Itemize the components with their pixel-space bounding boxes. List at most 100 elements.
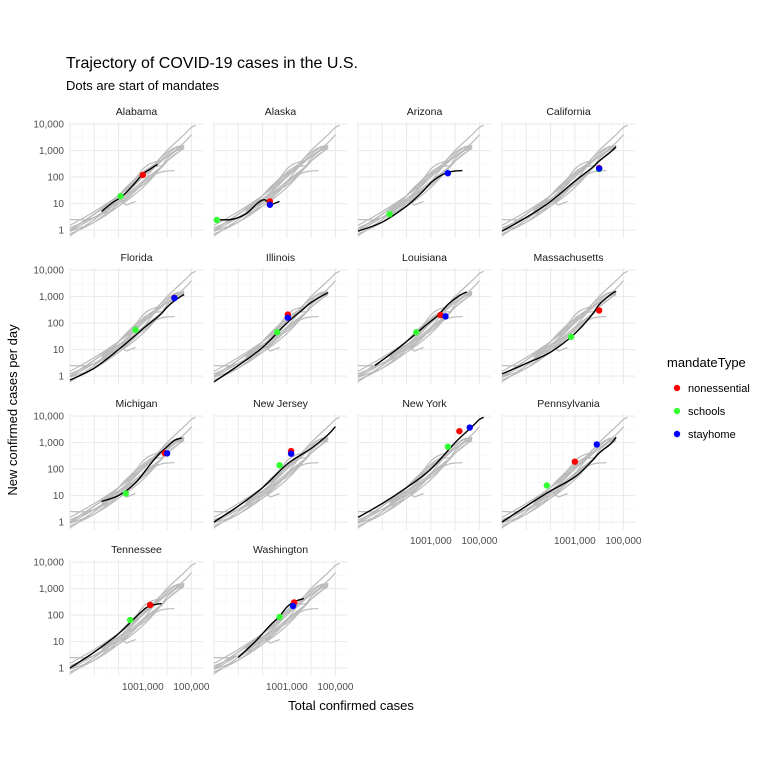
legend-key-schools <box>673 407 681 415</box>
mandate-point-nonessential <box>437 311 444 319</box>
panel-new-jersey: New Jersey <box>213 398 347 530</box>
panel-title-california: California <box>546 106 591 118</box>
mandate-point-schools <box>126 616 134 624</box>
background-line-new-york <box>357 270 484 372</box>
panel-alabama: Alabama 1 10 100 1,000 10,000 <box>33 106 203 238</box>
background-line-new-york <box>357 124 484 226</box>
background-line-tennessee <box>357 457 450 523</box>
series-line-pennsylvania <box>501 436 617 523</box>
y-tick-label: 10,000 <box>33 120 64 131</box>
series-line-arizona <box>357 169 463 232</box>
panel-new-york: New York 1001,000 100,000 <box>357 398 498 547</box>
panel-florida: Florida 1 10 100 1,000 10,000 <box>33 252 203 384</box>
x-tick-label: 1001,000 <box>410 536 452 547</box>
background-line-washington <box>93 306 160 366</box>
mandate-point-stayhome <box>466 424 473 431</box>
y-tick-label: 100 <box>47 319 64 330</box>
background-line-new-york <box>69 270 196 372</box>
background-line-washington <box>525 160 592 220</box>
legend: mandateType nonessential schools stayhome <box>667 355 750 441</box>
y-tick-label: 10 <box>53 491 65 502</box>
y-tick-label: 10,000 <box>33 412 64 423</box>
y-tick-label: 10,000 <box>33 266 64 277</box>
background-line-massachusetts <box>69 436 185 521</box>
background-line-massachusetts <box>213 436 329 521</box>
y-tick-label: 10 <box>53 637 65 648</box>
mandate-point-schools <box>117 192 124 200</box>
panel-title-alabama: Alabama <box>116 106 158 118</box>
x-tick-label: 100,000 <box>605 536 642 547</box>
panel-pennsylvania: Pennsylvania 1001,000 100,000 <box>501 398 642 547</box>
background-line-washington <box>237 306 304 366</box>
mandate-point-schools <box>122 490 130 497</box>
mandate-point-schools <box>276 461 283 469</box>
background-line-washington <box>525 306 592 366</box>
y-tick-label: 1,000 <box>39 292 64 303</box>
background-line-massachusetts <box>213 582 329 667</box>
legend-label-schools: schools <box>688 406 726 418</box>
mandate-point-stayhome <box>442 313 449 320</box>
series-line-illinois <box>213 292 329 383</box>
chart-subtitle: Dots are start of mandates <box>66 78 220 93</box>
x-tick-label: 1001,000 <box>266 682 308 693</box>
y-tick-label: 1 <box>58 518 64 529</box>
series-line-california <box>501 146 617 232</box>
x-tick-label: 1001,000 <box>122 682 164 693</box>
panel-illinois: Illinois <box>213 252 347 384</box>
mandate-point-nonessential <box>571 458 579 465</box>
panel-massachusetts: Massachusetts <box>501 252 635 384</box>
background-line-massachusetts <box>357 144 473 229</box>
mandate-point-stayhome <box>171 294 178 302</box>
series-line-new-jersey <box>213 426 336 523</box>
background-line-new-york <box>213 562 340 664</box>
panel-california: California <box>501 106 635 238</box>
background-line-massachusetts <box>213 290 329 375</box>
y-tick-label: 1,000 <box>39 438 64 449</box>
background-line-new-york <box>69 416 196 518</box>
y-axis-title: New confirmed cases per day <box>5 324 20 496</box>
series-line-alabama <box>101 163 158 213</box>
panel-michigan: Michigan 1 10 100 1,000 10,000 <box>33 398 203 530</box>
mandate-point-nonessential <box>456 427 463 435</box>
y-tick-label: 100 <box>47 173 64 184</box>
panel-arizona: Arizona <box>357 106 491 238</box>
mandate-point-stayhome <box>593 441 600 448</box>
x-tick-label: 1001,000 <box>554 536 596 547</box>
mandate-point-schools <box>567 333 575 341</box>
panel-title-michigan: Michigan <box>115 398 157 410</box>
y-tick-label: 10,000 <box>33 558 64 569</box>
mandate-point-nonessential <box>595 307 603 314</box>
mandate-point-stayhome <box>595 165 603 172</box>
series-line-tennessee <box>69 602 162 669</box>
series-line-michigan <box>101 437 183 503</box>
mandate-point-schools <box>543 482 551 489</box>
background-line-massachusetts <box>69 582 185 667</box>
y-tick-label: 100 <box>47 465 64 476</box>
mandate-point-schools <box>276 613 283 621</box>
mandate-point-stayhome <box>287 450 295 457</box>
mandate-point-schools <box>213 216 220 224</box>
series-line-massachusetts <box>501 290 617 375</box>
mandate-point-stayhome <box>266 201 274 208</box>
background-line-new-york <box>69 562 196 664</box>
background-line-tennessee <box>69 311 162 377</box>
panel-title-tennessee: Tennessee <box>111 544 162 556</box>
panel-title-louisiana: Louisiana <box>402 252 447 264</box>
y-tick-label: 1,000 <box>39 584 64 595</box>
background-line-tennessee <box>69 457 162 523</box>
panel-title-arizona: Arizona <box>407 106 443 118</box>
background-line-tennessee <box>213 165 306 231</box>
x-tick-label: 100,000 <box>461 536 498 547</box>
background-line-new-york <box>213 124 340 226</box>
background-line-new-york <box>501 124 628 226</box>
series-line-florida <box>69 293 185 381</box>
x-axis-title: Total confirmed cases <box>288 698 414 713</box>
legend-label-nonessential: nonessential <box>688 383 750 395</box>
panel-louisiana: Louisiana <box>357 252 491 384</box>
background-line-massachusetts <box>69 144 185 229</box>
background-line-massachusetts <box>69 290 185 375</box>
panel-title-new-york: New York <box>402 398 447 410</box>
y-tick-label: 1,000 <box>39 146 64 157</box>
